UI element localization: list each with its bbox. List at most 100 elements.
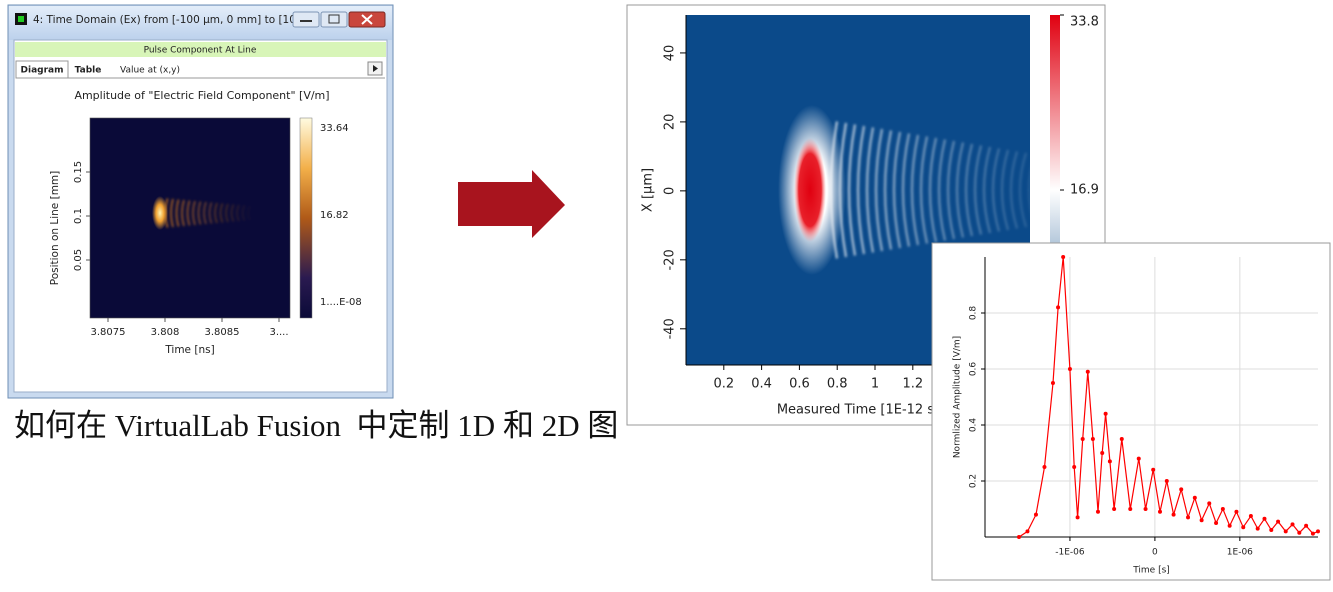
y-axis-label: Normlized Amplitude [V/m] <box>953 336 963 458</box>
heatmap-ticks: 0.2 0.4 0.6 0.8 1 1.2 40 20 0 -20 -40 33.8 16.9 <box>663 14 1099 392</box>
stripe <box>973 145 983 235</box>
colorbar-label: 16.9 <box>1070 183 1099 198</box>
point <box>1199 518 1204 523</box>
y-tick-label: 0.1 <box>73 208 84 224</box>
colorbar <box>299 117 313 319</box>
y-tick-label: 20 <box>663 114 678 131</box>
x-tick-label: 1.2 <box>902 377 923 392</box>
window-subtitle: Pulse Component At Line <box>144 46 257 56</box>
tab[interactable]: Diagram <box>21 66 64 76</box>
y-tick-label: 0.6 <box>969 362 979 377</box>
stripe <box>1018 152 1028 228</box>
point <box>1061 255 1066 259</box>
caption: 如何在 VirtualLab Fusion 中定制 1D 和 2D 图 <box>14 408 619 443</box>
colorbar-label: 33.64 <box>320 123 349 134</box>
x-tick-label: 0.2 <box>713 377 734 392</box>
point <box>1033 512 1038 517</box>
point <box>1220 507 1225 511</box>
point <box>1075 515 1080 520</box>
point <box>1304 523 1309 528</box>
stripe <box>1027 169 1030 211</box>
stripe <box>955 142 965 238</box>
point <box>1192 495 1197 500</box>
point <box>1207 501 1212 506</box>
point <box>1164 479 1169 483</box>
plot-title: Amplitude of "Electric Field Component" … <box>74 89 329 102</box>
point <box>1016 535 1021 539</box>
point <box>1276 519 1281 524</box>
stripe <box>937 139 947 241</box>
tab[interactable]: Value at (x,y) <box>120 66 180 76</box>
stripe <box>230 204 235 222</box>
stripe <box>192 200 196 226</box>
stripe <box>829 121 839 259</box>
y-tick-label: 40 <box>663 45 678 62</box>
x-axis-label: Time [ns] <box>164 344 214 356</box>
point <box>1290 522 1295 527</box>
point <box>1025 529 1030 534</box>
point <box>1214 521 1219 525</box>
tab[interactable]: Table <box>75 66 102 76</box>
point <box>1234 509 1239 514</box>
stripe <box>1000 149 1010 231</box>
window-heatmap <box>90 118 290 318</box>
x-tick-label: 0.4 <box>751 377 772 392</box>
point <box>1128 507 1133 511</box>
stripe <box>865 127 875 253</box>
line-panel <box>931 242 1331 581</box>
point <box>1157 509 1162 514</box>
point <box>1241 525 1246 530</box>
stripe <box>883 130 893 250</box>
x-tick-label: 0.6 <box>789 377 810 392</box>
point <box>1248 514 1253 518</box>
stripe <box>910 134 920 246</box>
point <box>1297 530 1302 535</box>
stripe <box>225 203 229 223</box>
y-tick-label: -20 <box>663 249 678 270</box>
line-chart: -1E-06 0 1E-06 0.2 0.4 0.6 0.8 Time [s] Normlize… <box>953 255 1320 576</box>
point <box>1090 437 1095 441</box>
stripe <box>247 205 251 221</box>
stripe <box>919 136 929 244</box>
stripe <box>982 146 992 234</box>
x-tick-label: 1E-06 <box>1227 548 1253 558</box>
heatmap-bg <box>90 118 290 318</box>
point <box>1072 465 1077 469</box>
stripe <box>203 201 207 225</box>
tab-scroll-glyph <box>373 65 378 72</box>
y-tick-label: 0.8 <box>969 306 979 321</box>
minimize-button[interactable] <box>292 11 320 28</box>
point <box>1310 531 1315 536</box>
plot-frame <box>89 117 291 319</box>
stripe <box>197 201 202 225</box>
x-tick-label: 0 <box>1152 548 1158 558</box>
window-icon-dot <box>18 16 24 22</box>
x-tick-label: 3.... <box>269 327 288 338</box>
window-title: 4: Time Domain (Ex) from [-100 µm, 0 mm]… <box>33 14 313 26</box>
point <box>1112 507 1117 511</box>
colorbar <box>1050 15 1060 365</box>
subtitle-band <box>15 42 386 57</box>
y-tick-label: -40 <box>663 318 678 339</box>
point <box>1085 369 1090 374</box>
stripe <box>946 140 956 240</box>
stripe <box>214 202 218 224</box>
x-tick-label: 0.8 <box>827 377 848 392</box>
stripe <box>838 122 848 258</box>
stripe <box>181 199 185 227</box>
y-tick-label: 0.2 <box>969 474 979 488</box>
point <box>1283 529 1288 534</box>
maximize-button[interactable] <box>320 11 348 28</box>
point <box>1056 305 1061 310</box>
point <box>1080 437 1085 441</box>
y-tick-label: 0 <box>663 187 678 195</box>
x-tick-label: 3.808 <box>151 327 180 338</box>
x-tick-label: 1 <box>871 377 879 392</box>
colorbar-label: 16.82 <box>320 210 349 221</box>
stripe <box>170 198 174 228</box>
point <box>1095 509 1100 514</box>
point <box>1143 507 1148 511</box>
stripe <box>901 133 911 247</box>
stripe <box>892 131 902 249</box>
